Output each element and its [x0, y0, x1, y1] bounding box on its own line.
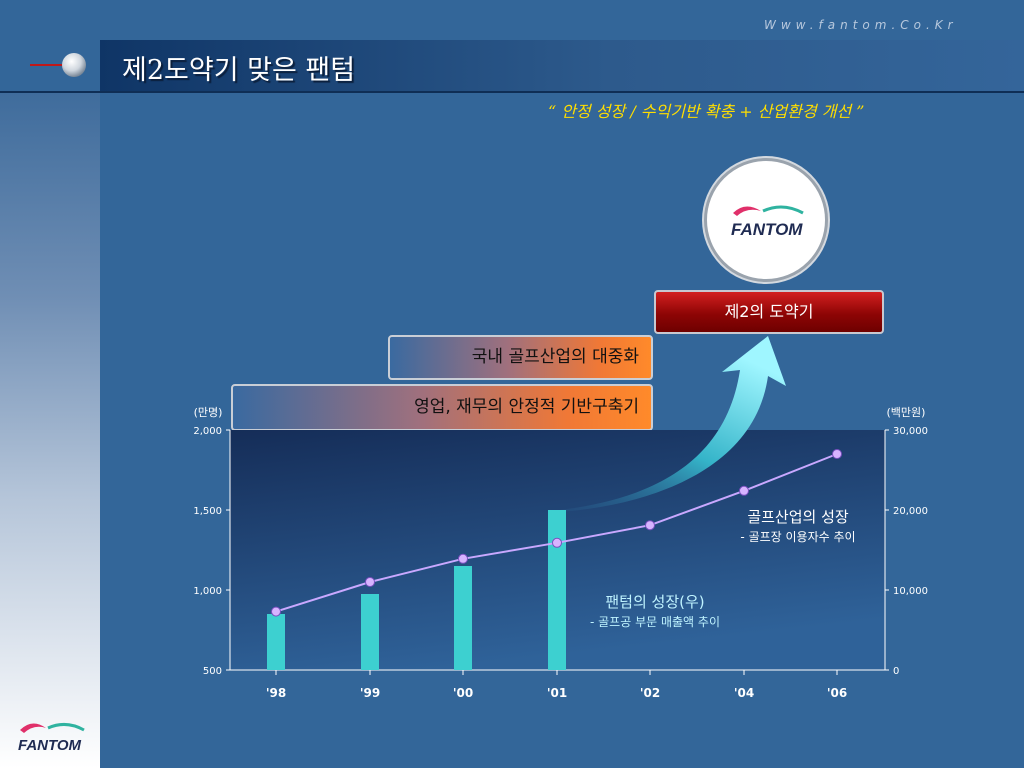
bar-series-subtitle: - 골프공 부문 매출액 추이 [590, 615, 720, 629]
slogan: “ 안정 성장 / 수익기반 확충 + 산업환경 개선 ” [548, 102, 865, 121]
line-series-title: 골프산업의 성장 [747, 508, 849, 526]
x-tick-label: '02 [640, 686, 660, 700]
header-divider [0, 91, 1024, 93]
line-point [832, 449, 842, 459]
page-title: 제2도약기 맞은 팬텀 [122, 55, 356, 86]
right-tick-label: 0 [893, 666, 899, 677]
footer-logo-icon: FANTOM [18, 723, 85, 754]
x-tick-label: '06 [827, 686, 847, 700]
website-url[interactable]: Www.fantom.Co.Kr [764, 18, 958, 32]
right-axis-unit: (백만원) [887, 406, 926, 419]
bar [454, 566, 472, 670]
line-point [271, 606, 281, 617]
x-tick-label: '04 [734, 686, 754, 700]
left-gradient-strip [0, 93, 100, 768]
x-tick-label: '00 [453, 686, 473, 700]
x-tick-label: '01 [547, 686, 567, 700]
left-tick-label: 500 [203, 666, 222, 677]
x-tick-label: '98 [266, 686, 286, 700]
title-bar [100, 40, 1024, 91]
left-tick-label: 2,000 [193, 426, 222, 437]
bar [548, 510, 566, 670]
right-tick-label: 20,000 [893, 506, 928, 517]
line-point [645, 520, 655, 531]
footer-logo-text: FANTOM [18, 737, 82, 754]
fantom-logo-icon: FANTOM [731, 205, 804, 239]
badge-label: 제2의 도약기 [724, 302, 814, 321]
bullet-ball-icon [30, 53, 86, 77]
line-point [365, 577, 375, 587]
bar [361, 594, 379, 670]
x-tick-label: '99 [360, 686, 380, 700]
pill-label: 영업, 재무의 안정적 기반구축기 [414, 397, 639, 417]
phase-pill-stable-foundation: 영업, 재무의 안정적 기반구축기 [231, 384, 653, 431]
pill-label: 국내 골프산업의 대중화 [471, 347, 639, 367]
phase-pill-popularization: 국내 골프산업의 대중화 [388, 335, 653, 380]
growth-arrow [560, 336, 786, 512]
bar [267, 614, 285, 670]
right-tick-label: 10,000 [893, 586, 928, 597]
left-axis-unit: (만명) [194, 406, 223, 419]
logo-text: FANTOM [731, 220, 803, 239]
left-tick-label: 1,500 [193, 506, 222, 517]
second-leap-badge: 제2의 도약기 [654, 290, 884, 334]
right-tick-label: 30,000 [893, 426, 928, 437]
line-series-subtitle: - 골프장 이용자수 추이 [740, 530, 855, 544]
fantom-logo-circle: FANTOM [704, 158, 828, 282]
left-tick-label: 1,000 [193, 586, 222, 597]
line-point [552, 537, 562, 548]
line-point [739, 485, 749, 496]
bar-series-title: 팬텀의 성장(우) [605, 593, 704, 611]
line-point [458, 553, 468, 564]
